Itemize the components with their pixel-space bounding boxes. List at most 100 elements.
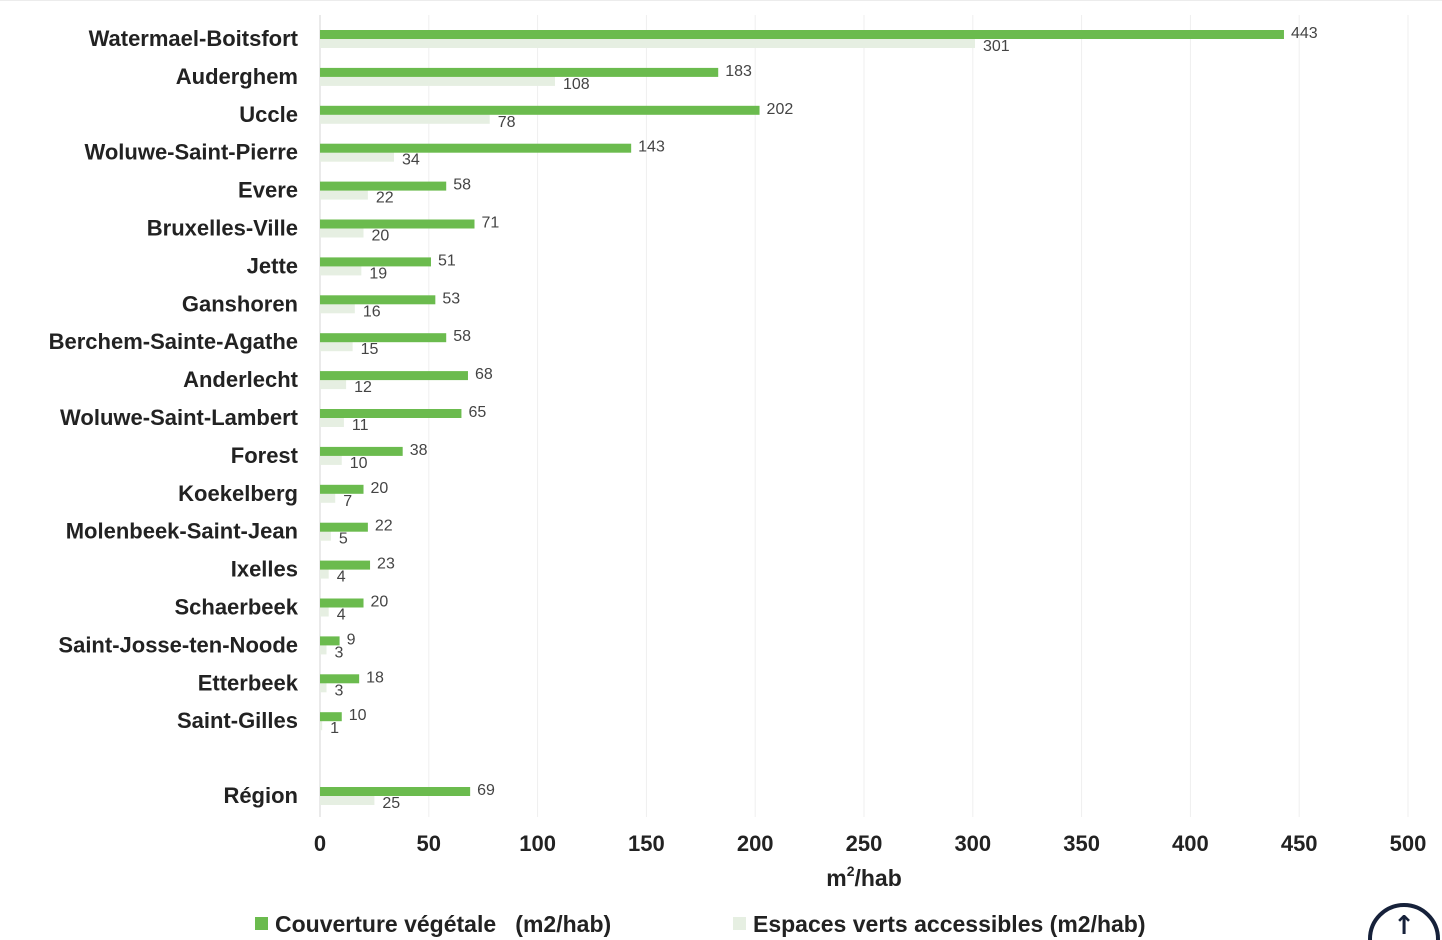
bar-couverture-vegetale <box>320 560 371 570</box>
category-label: Bruxelles-Ville <box>147 216 298 241</box>
category-label: Saint-Josse-ten-Noode <box>58 632 298 657</box>
bar-couverture-vegetale <box>320 219 475 229</box>
x-tick-label: 500 <box>1390 831 1427 856</box>
x-tick-label: 150 <box>628 831 665 856</box>
bar-espaces-verts <box>320 491 336 503</box>
bar-espaces-verts <box>320 719 323 731</box>
data-label-espaces: 7 <box>343 493 352 510</box>
data-label-espaces: 10 <box>350 455 368 472</box>
x-tick-label: 400 <box>1172 831 1209 856</box>
data-label-couverture: 65 <box>468 404 486 421</box>
bar-couverture-vegetale <box>320 143 632 153</box>
legend-swatch-couverture <box>255 917 268 930</box>
category-label: Woluwe-Saint-Pierre <box>84 140 298 165</box>
bars <box>320 30 1284 805</box>
category-label: Ixelles <box>231 557 298 582</box>
bar-espaces-verts <box>320 226 364 238</box>
bar-espaces-verts <box>320 681 327 693</box>
legend: Couverture végétale (m2/hab) Espaces ver… <box>255 911 1146 937</box>
bar-espaces-verts <box>320 643 327 655</box>
category-label: Ganshoren <box>182 291 298 316</box>
bar-couverture-vegetale <box>320 67 719 77</box>
data-label-couverture: 58 <box>453 177 471 194</box>
bar-couverture-vegetale <box>320 371 468 381</box>
data-label-couverture: 202 <box>767 101 794 118</box>
data-label-espaces: 78 <box>498 114 516 131</box>
x-axis-title: m2/hab <box>826 863 902 891</box>
data-label-couverture: 20 <box>371 594 389 611</box>
x-tick-label: 0 <box>314 831 326 856</box>
x-axis-title-rest: /hab <box>854 865 901 891</box>
bar-couverture-vegetale <box>320 484 364 494</box>
data-label-couverture: 20 <box>371 480 389 497</box>
data-label-couverture: 68 <box>475 366 493 383</box>
data-label-espaces: 108 <box>563 76 590 93</box>
bar-couverture-vegetale <box>320 598 364 608</box>
category-label: Etterbeek <box>198 670 299 695</box>
bar-couverture-vegetale <box>320 181 447 191</box>
category-label: Uccle <box>239 102 298 127</box>
data-label-espaces: 16 <box>363 303 381 320</box>
data-label-couverture: 51 <box>438 252 456 269</box>
bar-couverture-vegetale <box>320 333 447 343</box>
data-label-couverture: 23 <box>377 556 395 573</box>
legend-swatch-espaces <box>733 917 746 930</box>
data-label-couverture: 38 <box>410 442 428 459</box>
category-label: Anderlecht <box>183 367 299 392</box>
data-label-couverture: 10 <box>349 707 367 724</box>
bar-espaces-verts <box>320 264 362 276</box>
bar-espaces-verts <box>320 416 344 427</box>
bar-couverture-vegetale <box>320 787 471 796</box>
x-axis-title-base: m <box>826 865 846 891</box>
bar-couverture-vegetale <box>320 257 431 267</box>
data-label-espaces: 34 <box>402 152 420 169</box>
data-label-couverture: 53 <box>442 290 460 307</box>
data-label-espaces: 15 <box>361 341 379 358</box>
bar-espaces-verts <box>320 302 355 314</box>
x-tick-label: 100 <box>519 831 556 856</box>
bar-couverture-vegetale <box>320 409 462 418</box>
data-label-couverture: 183 <box>725 63 752 80</box>
bar-espaces-verts <box>320 74 556 86</box>
category-label: Berchem-Sainte-Agathe <box>49 329 298 354</box>
category-label: Auderghem <box>176 64 298 89</box>
data-label-espaces: 301 <box>983 38 1010 55</box>
data-label-espaces: 20 <box>372 228 390 245</box>
data-label-couverture: 9 <box>347 631 356 648</box>
data-label-couverture: 58 <box>453 328 471 345</box>
x-axis: 0 50 100 150 200 250 300 350 400 450 500 <box>314 831 1426 856</box>
bar-couverture-vegetale <box>320 712 342 722</box>
data-label-espaces: 25 <box>382 795 400 812</box>
data-label-couverture: 69 <box>477 782 495 799</box>
bar-espaces-verts <box>320 340 353 352</box>
legend-label-couverture: Couverture végétale (m2/hab) <box>275 911 611 937</box>
category-label: Molenbeek-Saint-Jean <box>66 519 298 544</box>
bar-espaces-verts <box>320 112 490 124</box>
bar-espaces-verts <box>320 150 394 162</box>
bar-couverture-vegetale <box>320 105 760 115</box>
bar-couverture-vegetale <box>320 674 360 684</box>
bar-espaces-verts <box>320 188 368 200</box>
data-label-couverture: 143 <box>638 139 665 156</box>
bar-espaces-verts <box>320 529 331 541</box>
bar-espaces-verts <box>320 378 347 390</box>
data-label-espaces: 3 <box>335 682 344 699</box>
x-tick-label: 50 <box>417 831 441 856</box>
x-tick-label: 450 <box>1281 831 1318 856</box>
bar-couverture-vegetale <box>320 522 368 532</box>
category-label: Jette <box>247 253 298 278</box>
arrow-up-icon: ↑ <box>1393 911 1415 940</box>
bar-espaces-verts <box>320 453 342 465</box>
bar-couverture-vegetale <box>320 636 340 646</box>
category-label: Koekelberg <box>178 481 298 506</box>
category-label: Woluwe-Saint-Lambert <box>60 405 299 430</box>
data-label-espaces: 4 <box>337 607 346 624</box>
data-label-espaces: 19 <box>369 265 387 282</box>
data-label-couverture: 22 <box>375 518 393 535</box>
x-tick-label: 300 <box>954 831 991 856</box>
bar-couverture-vegetale <box>320 295 436 305</box>
bar-espaces-verts <box>320 794 375 805</box>
